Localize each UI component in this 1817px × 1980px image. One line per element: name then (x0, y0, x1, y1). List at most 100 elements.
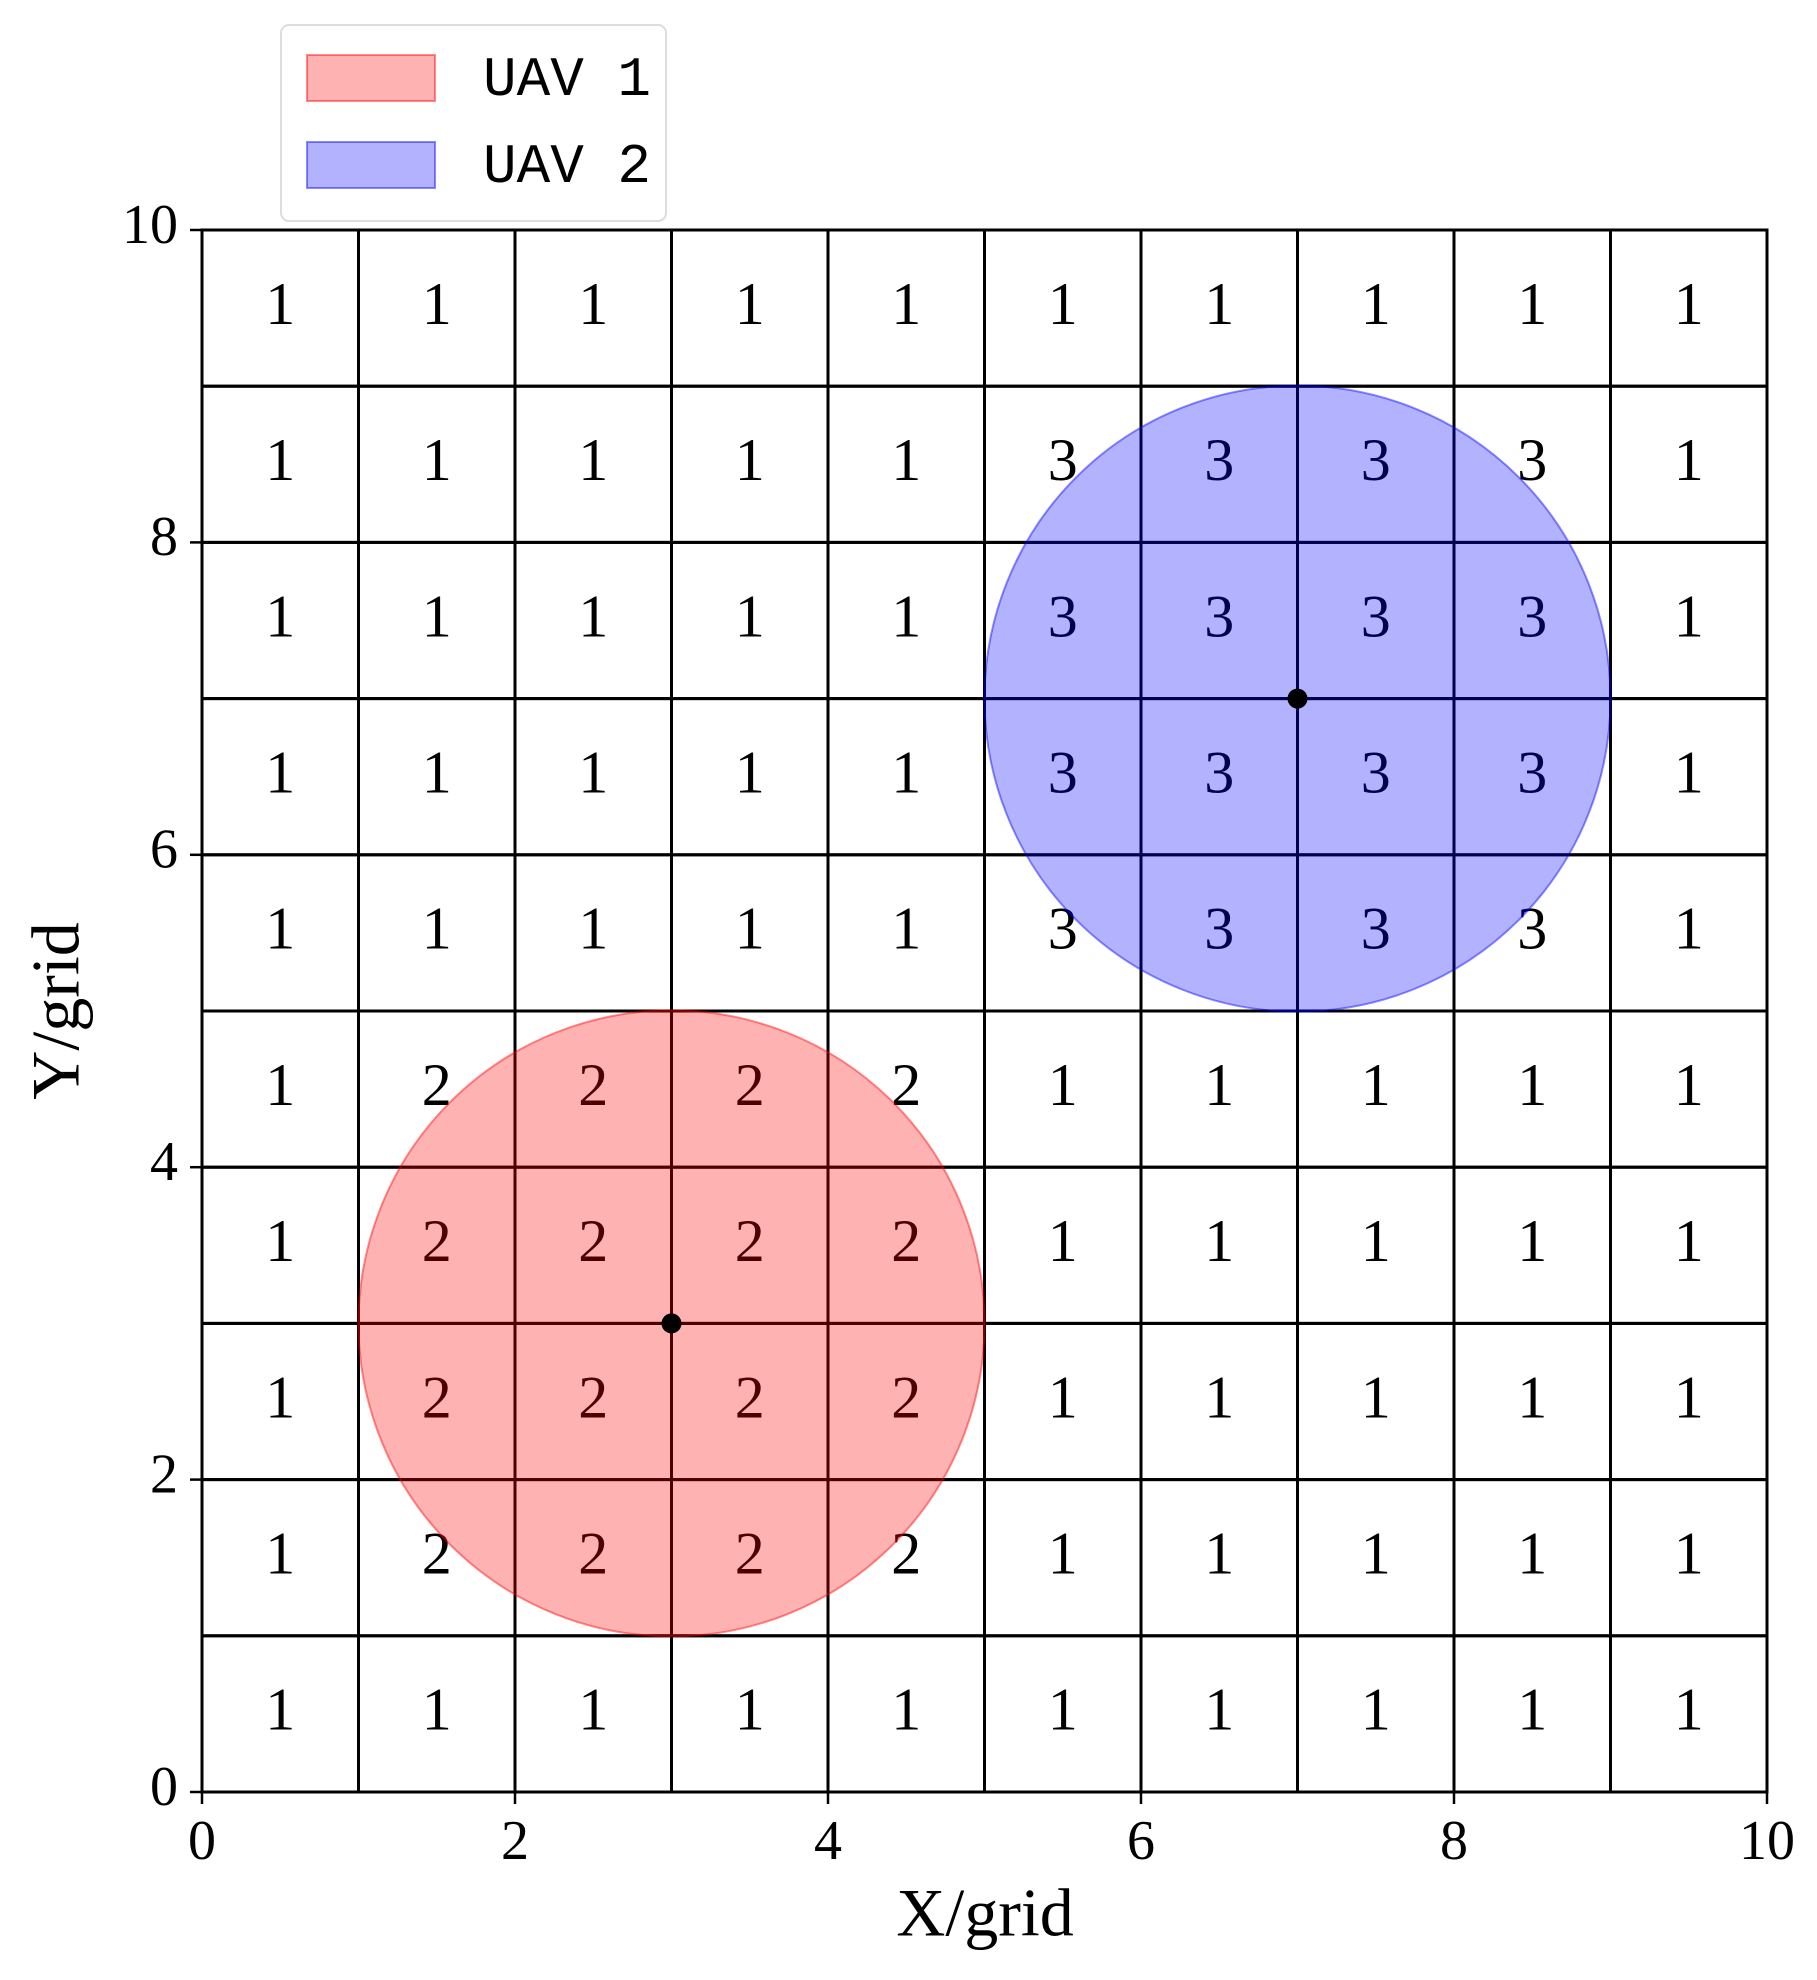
cell-value: 1 (265, 1677, 295, 1743)
cell-value: 1 (1517, 1364, 1547, 1430)
y-tick-label: 6 (150, 819, 178, 881)
cell-value: 1 (578, 427, 608, 493)
cell-value: 2 (891, 1208, 921, 1274)
cell-value: 1 (1204, 1208, 1234, 1274)
cell-value: 3 (1204, 896, 1234, 962)
cell-value: 2 (422, 1052, 452, 1118)
cell-value: 1 (578, 271, 608, 337)
x-tick-label: 2 (501, 1810, 529, 1872)
cell-value: 1 (1361, 1364, 1391, 1430)
cell-value: 1 (891, 583, 921, 649)
cell-value: 3 (1048, 583, 1078, 649)
cell-value: 3 (1517, 739, 1547, 805)
y-tick-label: 4 (150, 1131, 178, 1193)
uav-position (661, 1313, 682, 1334)
cell-value: 1 (265, 271, 295, 337)
cell-value: 1 (1048, 271, 1078, 337)
cell-value: 1 (265, 739, 295, 805)
cell-value: 2 (735, 1364, 765, 1430)
cell-value: 1 (1517, 1520, 1547, 1586)
cell-value: 1 (1361, 1520, 1391, 1586)
cell-value: 1 (1674, 1677, 1704, 1743)
cell-value: 1 (1048, 1052, 1078, 1118)
cell-value: 3 (1204, 427, 1234, 493)
cell-value: 1 (422, 896, 452, 962)
cell-value: 1 (1361, 271, 1391, 337)
cell-value: 1 (1674, 896, 1704, 962)
cell-value: 1 (422, 583, 452, 649)
cell-value: 1 (265, 1208, 295, 1274)
cell-value: 3 (1048, 896, 1078, 962)
legend-swatch (306, 54, 436, 102)
cell-value: 1 (735, 583, 765, 649)
y-tick-label: 2 (150, 1443, 178, 1505)
cell-value: 1 (578, 1677, 608, 1743)
legend-box (280, 24, 667, 222)
cell-value: 2 (578, 1520, 608, 1586)
cell-value: 1 (735, 1677, 765, 1743)
cell-value: 2 (891, 1052, 921, 1118)
cell-value: 3 (1048, 427, 1078, 493)
cell-value: 2 (422, 1208, 452, 1274)
cell-value: 1 (1674, 583, 1704, 649)
cell-value: 1 (422, 427, 452, 493)
cell-value: 1 (1048, 1677, 1078, 1743)
x-tick-label: 0 (188, 1810, 216, 1872)
cell-value: 3 (1517, 583, 1547, 649)
cell-value: 1 (265, 427, 295, 493)
legend-label: UAV 1 (483, 48, 651, 112)
cell-value: 2 (891, 1364, 921, 1430)
cell-value: 1 (1204, 1364, 1234, 1430)
cell-value: 2 (422, 1364, 452, 1430)
cell-value: 1 (422, 739, 452, 805)
cell-value: 2 (891, 1520, 921, 1586)
x-tick-label: 6 (1127, 1810, 1155, 1872)
cell-value: 1 (265, 1520, 295, 1586)
x-axis-label: X/grid (896, 1875, 1074, 1951)
cell-value: 1 (1674, 739, 1704, 805)
cell-value: 1 (265, 583, 295, 649)
cell-value: 1 (422, 271, 452, 337)
legend-swatch (306, 141, 436, 189)
cell-value: 3 (1361, 896, 1391, 962)
cell-value: 1 (1204, 1677, 1234, 1743)
cell-value: 1 (1674, 1520, 1704, 1586)
cell-value: 3 (1361, 583, 1391, 649)
cell-value: 3 (1361, 427, 1391, 493)
cell-value: 3 (1517, 427, 1547, 493)
x-tick-label: 10 (1739, 1810, 1795, 1872)
cell-value: 2 (735, 1208, 765, 1274)
cell-value: 1 (1517, 1677, 1547, 1743)
cell-value: 1 (1674, 271, 1704, 337)
legend-label: UAV 2 (483, 135, 651, 199)
cell-value: 1 (422, 1677, 452, 1743)
cell-value: 1 (1204, 271, 1234, 337)
cell-value: 1 (891, 896, 921, 962)
cell-value: 1 (735, 271, 765, 337)
cell-value: 3 (1361, 739, 1391, 805)
cell-value: 1 (265, 1052, 295, 1118)
cell-value: 1 (891, 427, 921, 493)
cell-value: 1 (891, 271, 921, 337)
cell-value: 2 (735, 1052, 765, 1118)
cell-value: 3 (1517, 896, 1547, 962)
cell-value: 2 (578, 1364, 608, 1430)
cell-value: 1 (578, 896, 608, 962)
cell-value: 1 (265, 896, 295, 962)
cell-value: 1 (735, 427, 765, 493)
y-axis-label: Y/grid (18, 922, 94, 1100)
cell-value: 1 (1674, 1364, 1704, 1430)
cell-value: 1 (1674, 1208, 1704, 1274)
cell-value: 1 (891, 1677, 921, 1743)
y-tick-label: 8 (150, 506, 178, 568)
cell-value: 1 (891, 739, 921, 805)
cell-value: 3 (1204, 739, 1234, 805)
cell-value: 3 (1048, 739, 1078, 805)
cell-value: 1 (578, 739, 608, 805)
cell-value: 1 (1048, 1208, 1078, 1274)
cell-value: 1 (1361, 1208, 1391, 1274)
cell-value: 1 (735, 896, 765, 962)
cell-value: 3 (1204, 583, 1234, 649)
cell-value: 2 (578, 1208, 608, 1274)
